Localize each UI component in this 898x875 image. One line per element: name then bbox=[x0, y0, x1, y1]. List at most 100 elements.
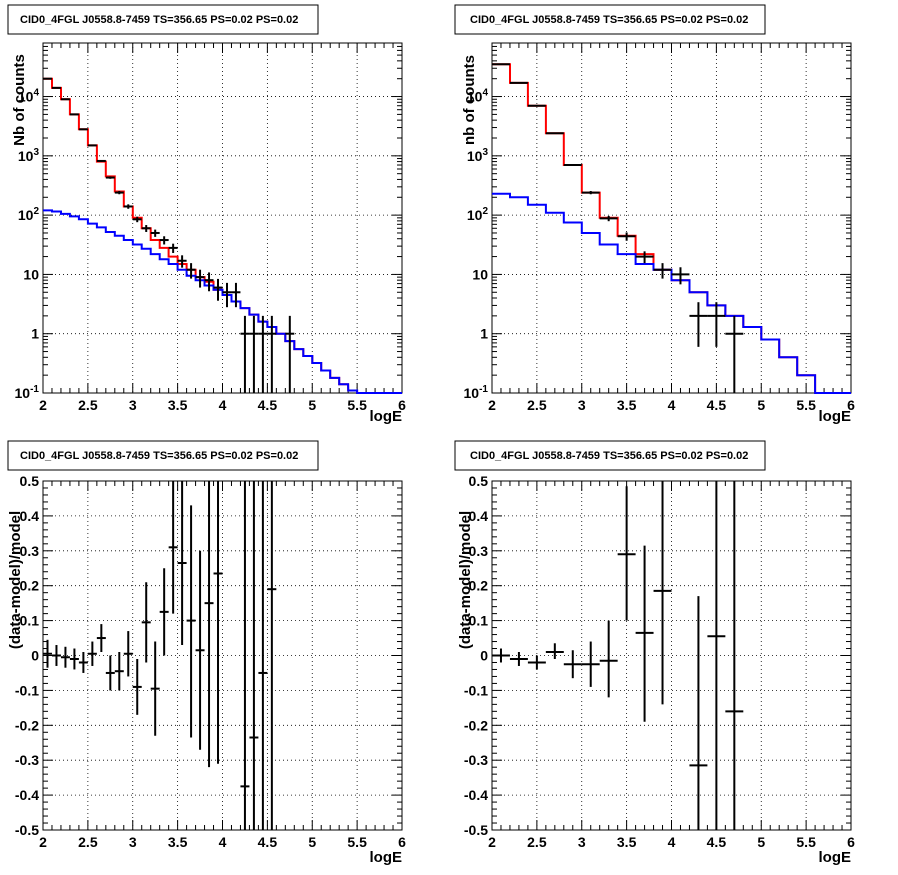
data-point bbox=[545, 643, 564, 659]
data-point bbox=[204, 272, 214, 292]
x-tick-label: 5.5 bbox=[796, 834, 816, 850]
data-point bbox=[492, 648, 510, 663]
axis-ticks bbox=[491, 480, 852, 831]
y-tick-label: -0.3 bbox=[15, 752, 39, 768]
data-point bbox=[213, 481, 223, 764]
y-tick-label: 0 bbox=[31, 648, 39, 664]
x-tick-label: 4.5 bbox=[707, 397, 727, 413]
x-tick-label: 5.5 bbox=[347, 397, 367, 413]
model-histogram-series bbox=[43, 209, 402, 394]
y-tick-label: -0.2 bbox=[464, 717, 488, 733]
y-tick-label: 103 bbox=[18, 147, 40, 164]
x-tick-label: 5 bbox=[757, 834, 765, 850]
y-axis-label: Nb of counts bbox=[11, 54, 28, 146]
y-tick-label: 1 bbox=[31, 326, 39, 342]
y-tick-label: 0.5 bbox=[20, 473, 40, 489]
data-point bbox=[527, 655, 546, 670]
data-point bbox=[105, 176, 115, 179]
y-tick-label: -0.2 bbox=[15, 717, 39, 733]
data-point bbox=[51, 645, 61, 666]
x-tick-label: 5.5 bbox=[796, 397, 816, 413]
x-tick-label: 6 bbox=[847, 834, 855, 850]
y-tick-label: 102 bbox=[18, 206, 40, 223]
x-tick-label: 6 bbox=[847, 397, 855, 413]
data-point bbox=[43, 639, 52, 668]
data-point bbox=[159, 236, 169, 245]
data-point bbox=[509, 81, 528, 84]
x-tick-label: 3.5 bbox=[617, 397, 637, 413]
data-point bbox=[60, 646, 70, 668]
data-point bbox=[87, 144, 97, 147]
data-point bbox=[43, 77, 52, 80]
x-tick-label: 2.5 bbox=[78, 397, 98, 413]
data-point bbox=[725, 481, 744, 830]
data-point bbox=[150, 229, 160, 237]
axis-ticks bbox=[42, 42, 403, 394]
data-point bbox=[132, 216, 142, 223]
data-point bbox=[78, 652, 88, 673]
x-tick-label: 3.5 bbox=[617, 834, 637, 850]
y-tick-label: 0.3 bbox=[469, 543, 489, 559]
x-tick-label: 4.5 bbox=[707, 834, 727, 850]
y-tick-label: -0.5 bbox=[15, 822, 39, 838]
data-point bbox=[150, 641, 160, 736]
y-tick-label: 0.4 bbox=[20, 508, 40, 524]
data-point bbox=[177, 255, 187, 268]
axis-ticks bbox=[491, 42, 852, 394]
y-tick-label: 0.2 bbox=[469, 578, 489, 594]
data-point bbox=[114, 652, 124, 691]
y-tick-label: -0.4 bbox=[15, 787, 39, 803]
data-point bbox=[707, 481, 726, 830]
title-box bbox=[454, 440, 766, 471]
data-point bbox=[689, 596, 708, 830]
x-tick-label: 4 bbox=[668, 397, 676, 413]
grid-lines bbox=[43, 481, 402, 830]
data-point bbox=[563, 164, 582, 167]
data-point bbox=[492, 63, 510, 66]
y-tick-label: -0.4 bbox=[464, 787, 488, 803]
x-tick-label: 3 bbox=[129, 397, 137, 413]
data-point bbox=[563, 650, 582, 679]
y-axis-label: nb of counts bbox=[461, 55, 478, 145]
y-tick-label: -0.1 bbox=[464, 682, 488, 698]
y-tick-label: 0.1 bbox=[20, 613, 40, 629]
x-tick-label: 4 bbox=[219, 834, 227, 850]
y-tick-label: -0.5 bbox=[464, 822, 488, 838]
y-tick-label: 104 bbox=[467, 88, 489, 105]
x-tick-label: 4.5 bbox=[258, 834, 278, 850]
data-point bbox=[69, 113, 79, 116]
title-box bbox=[454, 4, 766, 35]
data-point bbox=[249, 481, 259, 830]
data-point bbox=[105, 655, 115, 691]
x-tick-label: 4 bbox=[219, 397, 227, 413]
x-tick-label: 3 bbox=[578, 834, 586, 850]
data-point bbox=[186, 263, 196, 279]
y-axis-label: (data-model)/model bbox=[7, 511, 24, 649]
y-tick-label: 103 bbox=[467, 147, 489, 164]
data-point bbox=[617, 486, 636, 621]
x-axis-label: logE bbox=[819, 408, 852, 425]
data-point bbox=[635, 545, 654, 722]
data-point bbox=[267, 481, 277, 830]
y-tick-label: -0.3 bbox=[464, 752, 488, 768]
x-axis-label: logE bbox=[370, 849, 403, 866]
chart-title: CID0_4FGL J0558.8-7459 TS=356.65 PS=0.02… bbox=[20, 450, 298, 462]
x-tick-label: 6 bbox=[398, 397, 406, 413]
x-axis-label: logE bbox=[819, 849, 852, 866]
data-point bbox=[240, 481, 250, 830]
data-point bbox=[87, 641, 97, 666]
data-point bbox=[267, 315, 277, 393]
y-tick-label: 10 bbox=[472, 266, 488, 282]
data-point bbox=[509, 652, 528, 666]
x-tick-label: 2 bbox=[488, 397, 496, 413]
data-point bbox=[177, 481, 187, 646]
x-tick-label: 3.5 bbox=[168, 834, 188, 850]
data-point bbox=[599, 620, 618, 698]
data-point bbox=[222, 282, 232, 308]
y-tick-label: 0.1 bbox=[469, 613, 489, 629]
data-point bbox=[60, 98, 70, 101]
grid-lines bbox=[492, 481, 851, 830]
grid-lines bbox=[43, 43, 402, 393]
data-point bbox=[141, 582, 151, 663]
x-tick-label: 2 bbox=[488, 834, 496, 850]
